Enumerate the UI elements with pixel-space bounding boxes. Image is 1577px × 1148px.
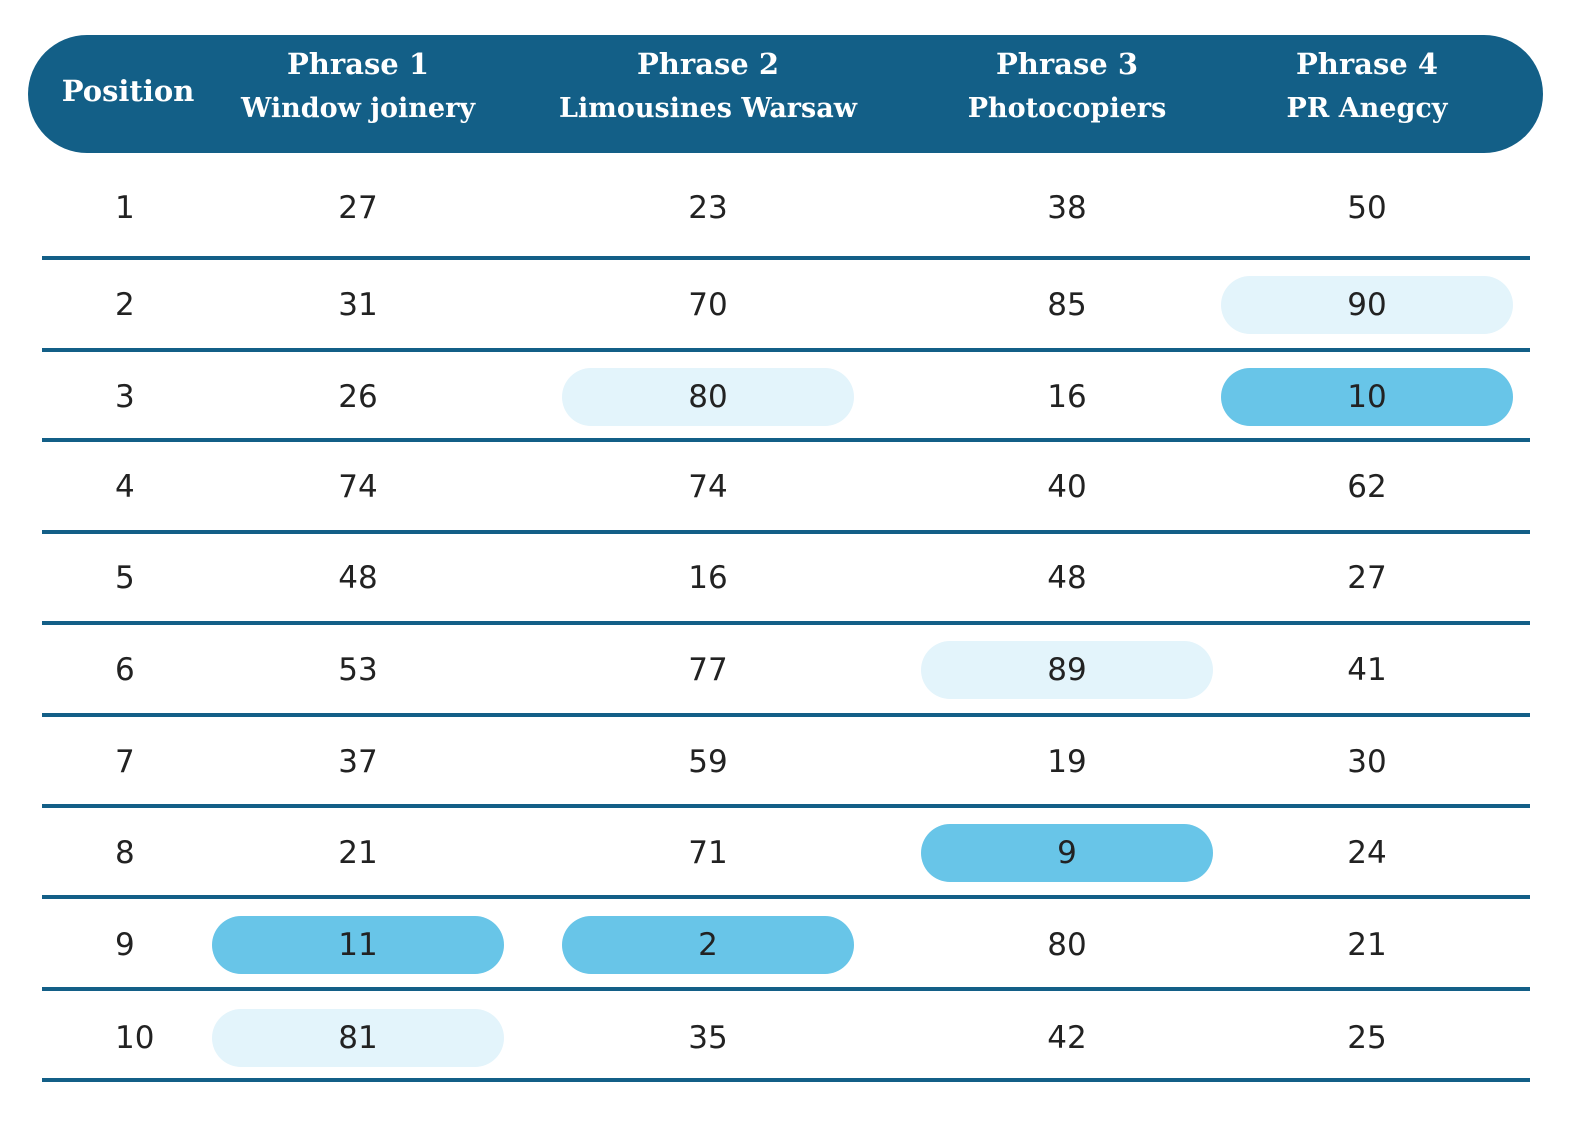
- cell-value: 42: [1047, 1020, 1087, 1056]
- position-number: 9: [115, 927, 135, 963]
- cell-value: 27: [1347, 560, 1387, 596]
- position-number: 3: [115, 379, 135, 415]
- cell-value: 90: [1347, 287, 1387, 323]
- column-subheader: Window joinery: [240, 93, 476, 124]
- cell-value: 59: [688, 744, 728, 780]
- cell-value: 2: [698, 927, 718, 963]
- cell-value: 70: [688, 287, 728, 323]
- cell-value: 24: [1347, 835, 1387, 871]
- cell-value: 81: [338, 1020, 378, 1056]
- highlight: [1221, 276, 1513, 334]
- column-header: Phrase 3: [995, 47, 1139, 81]
- row-divider: [42, 530, 1530, 534]
- cell-value: 37: [338, 744, 378, 780]
- highlight: [212, 916, 504, 974]
- cell-value: 74: [688, 469, 728, 505]
- position-number: 5: [115, 560, 135, 596]
- row-divider: [42, 438, 1530, 442]
- column-subheader: PR Anegcy: [1286, 93, 1448, 124]
- cell-value: 21: [338, 835, 378, 871]
- column-header: Position: [61, 74, 195, 108]
- column-header: Phrase 4: [1295, 47, 1439, 81]
- row-divider: [42, 256, 1530, 260]
- cell-value: 10: [1347, 379, 1387, 415]
- position-number: 6: [115, 652, 135, 688]
- cell-value: 9: [1057, 835, 1077, 871]
- cell-value: 38: [1047, 190, 1087, 226]
- highlight: [562, 368, 854, 426]
- row-divider: [42, 804, 1530, 808]
- cell-value: 53: [338, 652, 378, 688]
- position-number: 7: [115, 744, 135, 780]
- cell-value: 48: [1047, 560, 1087, 596]
- cell-value: 89: [1047, 652, 1087, 688]
- cell-value: 80: [688, 379, 728, 415]
- cell-value: 48: [338, 560, 378, 596]
- header-bar: [28, 35, 1543, 153]
- highlight: [1221, 368, 1513, 426]
- position-number: 2: [115, 287, 135, 323]
- highlight: [921, 824, 1213, 882]
- cell-value: 26: [338, 379, 378, 415]
- column-header: Phrase 2: [636, 47, 780, 81]
- highlight: [212, 1009, 504, 1067]
- row-divider: [42, 895, 1530, 899]
- row-divider: [42, 1078, 1530, 1082]
- cell-value: 50: [1347, 190, 1387, 226]
- row-divider: [42, 621, 1530, 625]
- cell-value: 85: [1047, 287, 1087, 323]
- cell-value: 31: [338, 287, 378, 323]
- cell-value: 35: [688, 1020, 728, 1056]
- cell-value: 25: [1347, 1020, 1387, 1056]
- cell-value: 30: [1347, 744, 1387, 780]
- cell-value: 16: [1047, 379, 1087, 415]
- cell-value: 77: [688, 652, 728, 688]
- cell-value: 41: [1347, 652, 1387, 688]
- cell-value: 16: [688, 560, 728, 596]
- position-number: 8: [115, 835, 135, 871]
- highlight: [921, 641, 1213, 699]
- cell-value: 19: [1047, 744, 1087, 780]
- position-number: 1: [115, 190, 135, 226]
- highlight: [562, 916, 854, 974]
- cell-value: 21: [1347, 927, 1387, 963]
- cell-value: 62: [1347, 469, 1387, 505]
- column-header: Phrase 1: [286, 47, 430, 81]
- cell-value: 80: [1047, 927, 1087, 963]
- column-subheader: Limousines Warsaw: [559, 93, 857, 124]
- row-divider: [42, 713, 1530, 717]
- cell-value: 27: [338, 190, 378, 226]
- cell-value: 40: [1047, 469, 1087, 505]
- row-divider: [42, 987, 1530, 991]
- cell-value: 23: [688, 190, 728, 226]
- position-number: 10: [115, 1020, 155, 1056]
- cell-value: 74: [338, 469, 378, 505]
- row-divider: [42, 348, 1530, 352]
- column-subheader: Photocopiers: [967, 93, 1167, 124]
- position-number: 4: [115, 469, 135, 505]
- cell-value: 11: [338, 927, 378, 963]
- cell-value: 71: [688, 835, 728, 871]
